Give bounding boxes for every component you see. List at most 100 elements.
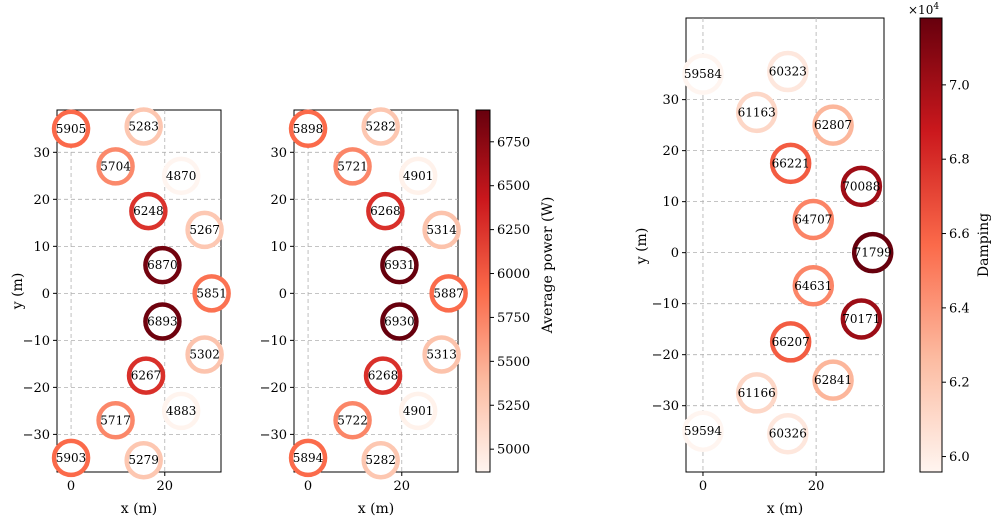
data-point: 5887 bbox=[429, 274, 468, 313]
data-point-label: 6268 bbox=[368, 369, 399, 383]
data-point-label: 60326 bbox=[769, 427, 807, 441]
data-point-label: 4883 bbox=[166, 404, 197, 418]
data-point: 5851 bbox=[192, 274, 231, 313]
data-point-label: 5903 bbox=[56, 451, 87, 465]
colorbar-tick-label: 6.4 bbox=[949, 301, 970, 316]
data-point-label: 6870 bbox=[147, 258, 178, 272]
data-point: 59594 bbox=[682, 410, 724, 452]
data-point-label: 70171 bbox=[842, 312, 880, 326]
y-tick-label: −20 bbox=[260, 381, 287, 396]
data-point-label: 62841 bbox=[814, 373, 852, 387]
data-point-label: 60323 bbox=[769, 65, 807, 79]
data-point: 70088 bbox=[840, 165, 883, 208]
data-point-label: 4901 bbox=[403, 404, 434, 418]
data-points: 59584 60323 61163 62807 66221 70088 64707 71799… bbox=[682, 50, 894, 455]
data-point: 60323 bbox=[767, 50, 809, 93]
data-point: 5283 bbox=[124, 107, 163, 146]
colorbar-tick-label: 5250 bbox=[497, 399, 530, 414]
data-point-ring bbox=[333, 147, 372, 186]
data-point: 5279 bbox=[124, 440, 163, 480]
y-tick-label: 10 bbox=[270, 240, 287, 255]
data-point: 62807 bbox=[812, 104, 854, 146]
y-tick-label: 0 bbox=[42, 287, 50, 302]
data-point-label: 5283 bbox=[128, 119, 159, 133]
y-tick-label: 0 bbox=[671, 246, 679, 261]
data-point-ring bbox=[792, 265, 835, 307]
y-tick-label: 30 bbox=[33, 146, 50, 161]
data-point: 4870 bbox=[161, 156, 201, 196]
x-tick-label: 0 bbox=[699, 479, 707, 494]
data-point-ring bbox=[129, 191, 168, 231]
y-tick-label: −10 bbox=[652, 297, 679, 312]
data-point-label: 61163 bbox=[738, 105, 776, 119]
panel-average-power-left: −30 −20 −10 0 10 20 30 0 20 5905 5283 5704 4870 624… bbox=[10, 107, 231, 517]
data-point: 59584 bbox=[682, 53, 724, 95]
data-point-ring bbox=[812, 359, 854, 401]
colorbar-tick-label: 5750 bbox=[497, 311, 530, 326]
data-point: 5282 bbox=[361, 107, 400, 146]
data-point: 5282 bbox=[361, 440, 400, 480]
y-tick-labels: −30 −20 −10 0 10 20 30 bbox=[23, 146, 57, 443]
data-point-ring bbox=[792, 198, 835, 241]
data-point-label: 6248 bbox=[133, 204, 164, 218]
y-tick-label: 30 bbox=[270, 146, 287, 161]
data-point-label: 6268 bbox=[370, 204, 401, 218]
data-point-label: 59594 bbox=[684, 424, 723, 438]
data-point: 5905 bbox=[51, 109, 91, 149]
x-axis-label: x (m) bbox=[358, 501, 395, 517]
y-tick-label: 20 bbox=[662, 144, 679, 159]
y-tick-labels: −30 −20 −10 0 10 20 30 bbox=[260, 146, 294, 443]
data-point-label: 6930 bbox=[384, 315, 415, 329]
data-point-ring bbox=[398, 156, 438, 196]
data-point: 62841 bbox=[812, 359, 854, 401]
colorbar-tick-label: 6500 bbox=[497, 179, 530, 194]
data-point-ring bbox=[422, 335, 461, 374]
x-axis-label: x (m) bbox=[767, 501, 804, 517]
data-point-ring bbox=[366, 191, 405, 231]
colorbar-tick-label: 6000 bbox=[497, 267, 530, 282]
data-point: 70171 bbox=[840, 298, 883, 340]
colorbar-average-power: 5000 5250 5500 5750 6000 6250 6500 6750 Average… bbox=[475, 109, 556, 473]
colorbar-tick-label: 6.0 bbox=[949, 450, 970, 465]
colorbar-tick-label: 6250 bbox=[497, 223, 530, 238]
data-point-ring bbox=[769, 142, 812, 185]
data-point-ring bbox=[682, 53, 724, 95]
data-point-ring bbox=[767, 412, 809, 455]
data-point-ring bbox=[361, 107, 400, 146]
colorbar-tick-labels: 5000 5250 5500 5750 6000 6250 6500 6750 bbox=[490, 135, 530, 458]
y-tick-label: 0 bbox=[279, 287, 287, 302]
y-tick-label: 20 bbox=[270, 193, 287, 208]
data-point-label: 5267 bbox=[189, 223, 220, 237]
data-point-ring bbox=[96, 147, 135, 186]
data-point-ring bbox=[429, 274, 468, 313]
y-tick-label: 30 bbox=[662, 93, 679, 108]
data-point: 6268 bbox=[363, 356, 403, 395]
data-point-ring bbox=[161, 391, 201, 431]
data-point: 6893 bbox=[143, 302, 182, 341]
data-point: 64707 bbox=[792, 198, 835, 241]
data-point: 5314 bbox=[422, 210, 461, 250]
colorbar-tick-labels: 6.0 6.2 6.4 6.6 6.8 7.0 bbox=[942, 78, 970, 465]
data-point-label: 5722 bbox=[337, 413, 368, 427]
colorbar-tick-label: 6750 bbox=[497, 135, 530, 150]
data-point-ring bbox=[682, 410, 724, 452]
data-point-ring bbox=[96, 401, 135, 440]
data-point-ring bbox=[161, 156, 201, 196]
data-point: 6870 bbox=[143, 245, 182, 285]
data-point-label: 5704 bbox=[100, 159, 131, 173]
data-point-label: 59584 bbox=[684, 67, 723, 81]
data-point: 5302 bbox=[185, 335, 224, 374]
data-point-ring bbox=[363, 356, 403, 395]
data-point-label: 5887 bbox=[433, 286, 464, 300]
y-tick-label: −30 bbox=[23, 428, 50, 443]
y-tick-label: −20 bbox=[652, 348, 679, 363]
data-point-ring bbox=[192, 274, 231, 313]
data-point-ring bbox=[380, 302, 419, 341]
colorbar-tick-label: 6.2 bbox=[949, 376, 970, 391]
data-point: 4883 bbox=[161, 391, 201, 431]
data-point-label: 4901 bbox=[403, 169, 434, 183]
data-point-label: 5302 bbox=[189, 347, 220, 361]
data-point-ring bbox=[422, 210, 461, 250]
panel-average-power-right: −30 −20 −10 0 10 20 30 0 20 5898 5282 5721 4901 626… bbox=[260, 107, 468, 517]
